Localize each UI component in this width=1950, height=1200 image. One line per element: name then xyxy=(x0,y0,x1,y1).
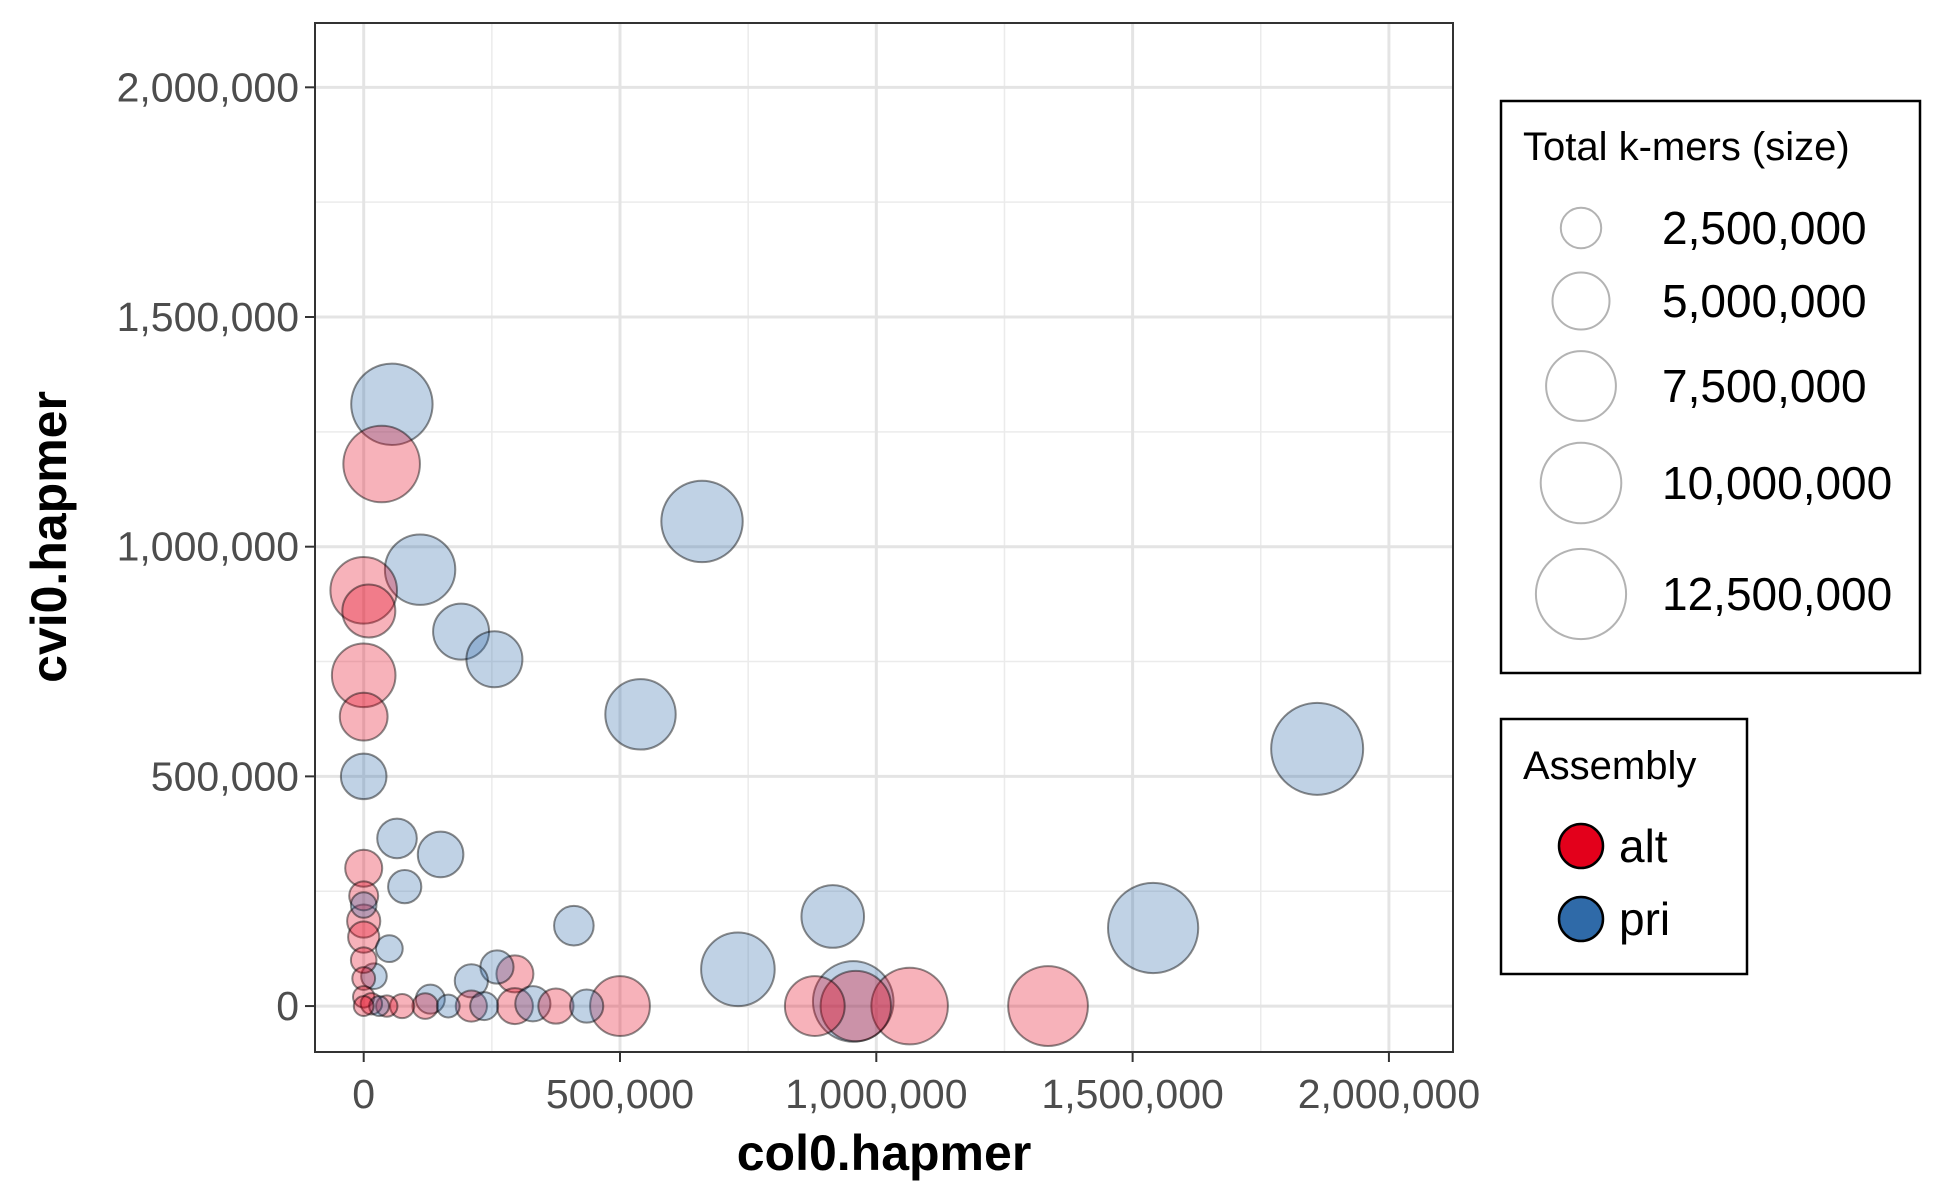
data-point-pri xyxy=(374,934,404,964)
color-legend: Assembly alt pri xyxy=(1499,717,1749,976)
size-legend-label: 5,000,000 xyxy=(1662,275,1867,327)
size-legend-circle xyxy=(1539,441,1623,525)
size-legend-label: 10,000,000 xyxy=(1662,457,1892,509)
data-point-pri xyxy=(479,949,515,985)
data-point-pri xyxy=(339,752,388,801)
data-points xyxy=(329,362,1365,1047)
data-point-pri xyxy=(376,817,418,860)
y-tick-label: 1,000,000 xyxy=(117,524,299,570)
data-point-pri xyxy=(368,995,390,1017)
x-axis: 0 500,000 1,000,000 1,500,000 2,000,000 xyxy=(352,1052,1480,1117)
data-point-alt xyxy=(1007,965,1089,1047)
data-point-pri xyxy=(811,960,895,1043)
plot-area xyxy=(314,22,1454,1053)
plot-border xyxy=(314,22,1454,1053)
data-point-pri xyxy=(469,991,500,1022)
data-point-alt xyxy=(348,880,380,912)
color-legend-swatch-pri xyxy=(1557,895,1605,943)
data-point-alt xyxy=(495,954,535,994)
data-point-alt xyxy=(344,848,384,888)
color-legend-label: pri xyxy=(1619,893,1670,945)
data-point-pri xyxy=(435,993,461,1019)
data-point-alt xyxy=(783,975,846,1037)
size-legend: Total k-mers (size) 2,500,000 5,000,000 7,… xyxy=(1499,99,1922,675)
color-legend-items: alt pri xyxy=(1557,820,1670,945)
data-point-alt xyxy=(537,987,575,1025)
data-point-alt xyxy=(389,992,416,1020)
data-point-alt xyxy=(375,994,399,1018)
data-point-pri xyxy=(360,962,388,991)
data-point-pri xyxy=(453,963,489,999)
size-legend-circle xyxy=(1559,206,1603,250)
data-point-pri xyxy=(604,678,677,751)
data-point-pri xyxy=(349,891,378,919)
data-point-alt xyxy=(454,989,488,1023)
size-legend-box xyxy=(1499,99,1922,675)
data-point-alt xyxy=(352,995,375,1017)
data-point-alt xyxy=(349,946,378,974)
color-legend-title: Assembly xyxy=(1523,744,1696,788)
data-point-pri xyxy=(350,362,434,446)
data-point-pri xyxy=(387,869,423,905)
color-legend-swatch-alt xyxy=(1557,822,1605,870)
data-point-pri xyxy=(569,988,605,1024)
size-legend-label: 2,500,000 xyxy=(1662,202,1867,254)
data-point-pri xyxy=(465,630,524,689)
data-point-pri xyxy=(514,985,552,1023)
data-point-alt xyxy=(411,992,440,1020)
data-point-pri xyxy=(414,983,446,1015)
data-point-alt xyxy=(341,583,397,639)
data-point-pri xyxy=(1270,701,1365,796)
data-point-alt xyxy=(819,969,893,1043)
data-point-alt xyxy=(346,903,382,939)
data-point-pri xyxy=(660,479,744,564)
y-axis-title: cvi0.hapmer xyxy=(21,391,77,683)
x-tick-label: 1,500,000 xyxy=(1041,1071,1223,1117)
data-point-pri xyxy=(553,904,595,947)
data-point-pri xyxy=(383,533,457,606)
data-point-alt xyxy=(342,424,421,504)
y-tick-label: 500,000 xyxy=(151,753,299,799)
data-point-pri xyxy=(432,602,491,661)
data-point-alt xyxy=(351,985,376,1009)
data-point-alt xyxy=(359,992,384,1016)
x-axis-title: col0.hapmer xyxy=(737,1125,1032,1181)
x-tick-label: 1,000,000 xyxy=(785,1071,967,1117)
plot-panel xyxy=(315,23,1453,1052)
grid-lines xyxy=(315,23,1453,1052)
color-legend-label: alt xyxy=(1619,820,1668,872)
data-point-alt xyxy=(338,691,389,742)
data-point-alt xyxy=(329,556,398,625)
data-point-alt xyxy=(347,920,381,954)
x-tick-label: 0 xyxy=(352,1071,375,1117)
data-point-alt xyxy=(351,966,377,991)
size-legend-label: 7,500,000 xyxy=(1662,360,1867,412)
data-point-alt xyxy=(495,987,534,1026)
y-tick-label: 1,500,000 xyxy=(117,294,299,340)
size-legend-circle xyxy=(1534,547,1628,641)
x-tick-label: 500,000 xyxy=(546,1071,694,1117)
data-point-alt xyxy=(870,966,949,1046)
color-legend-box xyxy=(1499,717,1749,976)
data-point-pri xyxy=(700,931,776,1008)
y-tick-label: 2,000,000 xyxy=(117,64,299,110)
x-tick-label: 2,000,000 xyxy=(1298,1071,1480,1117)
size-legend-title: Total k-mers (size) xyxy=(1523,125,1850,169)
data-point-pri xyxy=(800,884,866,949)
data-point-alt xyxy=(589,975,651,1037)
size-legend-circle xyxy=(1551,271,1611,331)
y-axis: 0 500,000 1,000,000 1,500,000 2,000,000 xyxy=(117,64,315,1029)
data-point-alt xyxy=(330,642,397,709)
size-legend-label: 12,500,000 xyxy=(1662,568,1892,620)
data-point-pri xyxy=(1107,881,1200,975)
size-legend-items: 2,500,000 5,000,000 7,500,000 10,000,000 12,… xyxy=(1534,202,1892,641)
y-tick-label: 0 xyxy=(276,983,299,1029)
data-point-pri xyxy=(416,830,465,879)
size-legend-circle xyxy=(1545,350,1617,422)
